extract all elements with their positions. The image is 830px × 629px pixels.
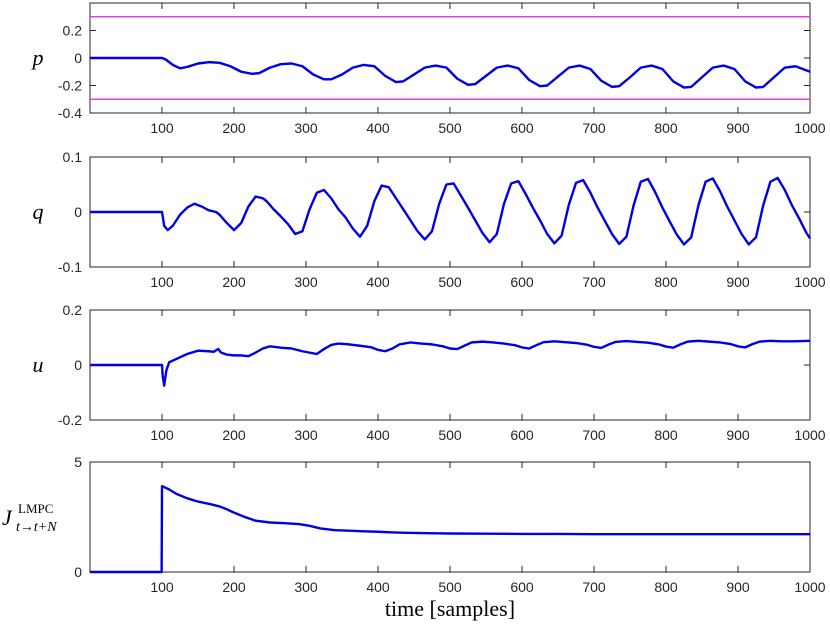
y-tick-label: -0.1 <box>58 259 82 275</box>
x-tick-label: 400 <box>366 427 390 443</box>
y-axis-label: p <box>31 45 44 70</box>
y-axis-label: J <box>2 505 13 530</box>
subplot-J: 100 200 300 400 500 600 700 800 900 1000 0 5 J LMPC t→… <box>2 454 826 621</box>
x-tick-label: 400 <box>366 579 390 595</box>
x-tick-label: 600 <box>510 579 534 595</box>
y-tick-label: 0 <box>74 50 82 66</box>
y-axis-label: u <box>33 352 44 377</box>
x-axis-label: time [samples] <box>385 596 515 621</box>
x-tick-label: 100 <box>150 120 174 136</box>
y-axis-label: q <box>33 199 44 224</box>
y-tick-label: 0.1 <box>63 149 83 165</box>
x-tick-label: 700 <box>582 274 606 290</box>
x-tick-label: 900 <box>726 274 750 290</box>
y-tick-label: 0 <box>74 204 82 220</box>
series-line <box>90 485 810 574</box>
x-tick-label: 300 <box>294 120 318 136</box>
x-tick-label: 800 <box>654 427 678 443</box>
x-tick-label: 900 <box>726 427 750 443</box>
x-tick-label: 200 <box>222 120 246 136</box>
plot-area <box>89 156 811 268</box>
x-tick-label: 900 <box>726 579 750 595</box>
x-tick-label: 1000 <box>794 427 825 443</box>
plot-area <box>89 461 811 573</box>
y-tick-label: 0 <box>74 564 82 580</box>
x-tick-label: 700 <box>582 579 606 595</box>
series-line <box>90 339 811 387</box>
x-tick-label: 500 <box>438 427 462 443</box>
x-tick-label: 800 <box>654 120 678 136</box>
y-tick-label: -0.2 <box>58 78 82 94</box>
x-tick-label: 300 <box>294 579 318 595</box>
x-tick-label: 200 <box>222 579 246 595</box>
x-tick-label: 100 <box>150 579 174 595</box>
x-tick-label: 500 <box>438 579 462 595</box>
x-tick-label: 500 <box>438 274 462 290</box>
x-tick-label: 700 <box>582 120 606 136</box>
subplot-q: 100 200 300 400 500 600 700 800 900 1000 -0.1 0 0.1 q <box>33 149 826 290</box>
x-tick-label: 400 <box>366 274 390 290</box>
y-tick-label: 0 <box>74 357 82 373</box>
x-tick-label: 500 <box>438 120 462 136</box>
x-tick-label: 700 <box>582 427 606 443</box>
y-axis-label-superscript: LMPC <box>18 501 53 516</box>
x-tick-label: 100 <box>150 274 174 290</box>
x-tick-label: 1000 <box>794 274 825 290</box>
series-line <box>90 56 811 89</box>
series-line <box>90 176 812 246</box>
plot-area <box>89 309 811 421</box>
x-tick-label: 400 <box>366 120 390 136</box>
x-tick-label: 800 <box>654 274 678 290</box>
x-tick-label: 800 <box>654 579 678 595</box>
plot-area <box>89 2 811 114</box>
y-tick-label: 0.2 <box>63 302 83 318</box>
x-tick-label: 200 <box>222 427 246 443</box>
x-tick-label: 100 <box>150 427 174 443</box>
x-tick-label: 1000 <box>794 579 825 595</box>
subplot-u: 100 200 300 400 500 600 700 800 900 1000 -0.2 0 0.2 u <box>33 302 826 443</box>
x-tick-label: 300 <box>294 427 318 443</box>
y-tick-label: -0.4 <box>58 105 82 121</box>
x-tick-label: 1000 <box>794 120 825 136</box>
y-tick-label: 0.2 <box>63 23 83 39</box>
y-tick-label: -0.2 <box>58 412 82 428</box>
x-tick-label: 200 <box>222 274 246 290</box>
x-tick-label: 900 <box>726 120 750 136</box>
x-tick-label: 600 <box>510 427 534 443</box>
y-axis-label-subscript: t→t+N <box>16 520 57 535</box>
x-tick-label: 300 <box>294 274 318 290</box>
x-tick-label: 600 <box>510 120 534 136</box>
y-tick-label: 5 <box>74 454 82 470</box>
subplot-p: 100 200 300 400 500 600 700 800 900 1000 -0.4 -0.2 0… <box>31 2 826 136</box>
x-tick-label: 600 <box>510 274 534 290</box>
